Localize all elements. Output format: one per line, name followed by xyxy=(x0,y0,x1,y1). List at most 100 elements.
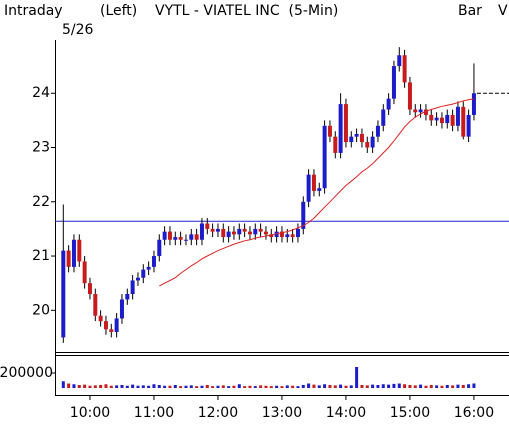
candle-body xyxy=(327,125,332,137)
volume-bar xyxy=(104,384,108,388)
candle-body xyxy=(322,125,327,189)
candle-body xyxy=(317,188,322,191)
candle-body xyxy=(407,82,412,110)
volume-bar xyxy=(157,385,161,388)
volume-bar xyxy=(136,385,140,388)
volume-bar xyxy=(131,384,135,388)
y-tick-label: 23 xyxy=(32,140,50,156)
candle-body xyxy=(381,109,386,126)
candle-body xyxy=(71,239,76,267)
candle-body xyxy=(365,142,370,148)
volume-bar xyxy=(141,385,145,388)
volume-bar xyxy=(200,385,204,388)
candle-body xyxy=(285,234,290,238)
candle-body xyxy=(125,294,130,300)
volume-bar xyxy=(253,386,257,388)
candle-body xyxy=(61,250,66,338)
candle-body xyxy=(151,256,156,267)
candle-body xyxy=(370,136,375,148)
volume-bar xyxy=(451,385,455,388)
volume-bar xyxy=(179,386,183,388)
volume-bar xyxy=(472,383,476,388)
volume-bar xyxy=(173,385,177,388)
volume-bar xyxy=(184,385,188,388)
volume-flag: V xyxy=(498,3,508,19)
candle-body xyxy=(471,93,476,115)
volume-bar xyxy=(376,385,380,388)
volume-bar xyxy=(317,385,321,388)
volume-bar xyxy=(275,385,279,388)
x-tick-label: 13:00 xyxy=(262,405,302,421)
volume-bar xyxy=(461,385,465,388)
volume-bar xyxy=(67,383,71,388)
candle-body xyxy=(210,228,215,232)
moving-average xyxy=(159,98,475,287)
y-tick-label: 22 xyxy=(32,194,50,210)
volume-bar xyxy=(429,385,433,388)
chart-title: VYTL - VIATEL INC (5-Min) xyxy=(155,3,338,19)
candle-body xyxy=(162,231,167,240)
volume-bar xyxy=(312,384,316,388)
candle-body xyxy=(247,231,252,235)
candle-body xyxy=(194,234,199,240)
volume-bar xyxy=(147,385,151,388)
volume-bar xyxy=(269,386,273,388)
candle-body xyxy=(413,109,418,113)
candle-body xyxy=(226,231,231,238)
candle-body xyxy=(295,228,300,238)
volume-bar xyxy=(285,385,289,388)
candle-body xyxy=(306,174,311,202)
candle-body xyxy=(135,277,140,281)
volume-bar xyxy=(221,385,225,388)
candle-body xyxy=(221,228,226,238)
candle-body xyxy=(269,234,274,238)
volume-bar xyxy=(232,385,236,388)
candle-body xyxy=(461,106,466,137)
x-tick-label: 12:00 xyxy=(198,405,238,421)
candle-body xyxy=(77,239,82,262)
candle-body xyxy=(429,114,434,121)
volume-bar xyxy=(445,385,449,388)
volume-bar xyxy=(93,385,97,388)
volume-bar xyxy=(419,384,423,388)
candle-body xyxy=(343,104,348,143)
candle-body xyxy=(279,231,284,238)
volume-bar xyxy=(323,384,327,388)
candle-body xyxy=(215,228,220,232)
volume-bar xyxy=(467,384,471,388)
candle-body xyxy=(439,117,444,124)
candle-body xyxy=(338,104,343,153)
volume-bar xyxy=(237,384,241,388)
candle-body xyxy=(242,228,247,232)
candle-body xyxy=(199,223,204,240)
volume-bar xyxy=(424,385,428,388)
volume-bar xyxy=(195,386,199,388)
candle-body xyxy=(178,237,183,240)
candle-body xyxy=(402,55,407,83)
date-label: 5/26 xyxy=(62,22,94,38)
candle-body xyxy=(146,266,151,270)
candle-body xyxy=(82,261,87,284)
x-tick-label: 15:00 xyxy=(390,405,430,421)
volume-bar xyxy=(291,385,295,388)
volume-bar xyxy=(387,384,391,388)
y-tick-label: 20 xyxy=(32,302,50,318)
volume-bar xyxy=(61,381,65,388)
volume-bar xyxy=(168,385,172,388)
volume-bar xyxy=(109,385,113,388)
candle-body xyxy=(290,234,295,238)
volume-bar xyxy=(355,367,359,388)
volume-bar xyxy=(344,385,348,388)
volume-bar xyxy=(408,385,412,388)
candle-body xyxy=(237,228,242,235)
candle-body xyxy=(258,228,263,232)
candle-body xyxy=(375,125,380,137)
volume-bar xyxy=(189,385,193,388)
volume-bar xyxy=(360,385,364,388)
volume-bar xyxy=(301,385,305,388)
volume-bar xyxy=(125,385,129,388)
volume-bar xyxy=(381,384,385,388)
candle-body xyxy=(87,283,92,295)
volume-bar xyxy=(99,385,103,388)
